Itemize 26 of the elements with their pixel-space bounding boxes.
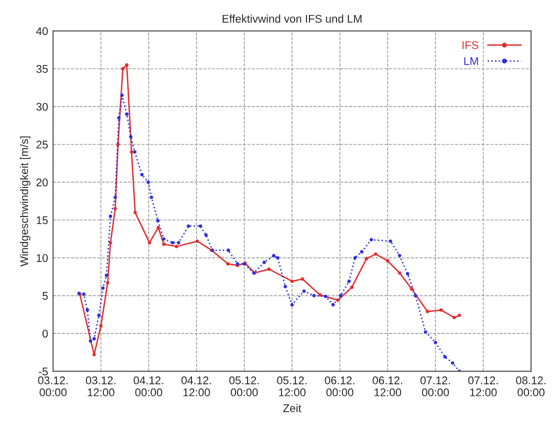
legend-label: LM bbox=[464, 57, 478, 65]
x-tick-label: 03.12. 00:00 bbox=[38, 376, 68, 396]
y-tick-label: 15 bbox=[36, 216, 48, 224]
x-tick-label: 06.12. 00:00 bbox=[324, 376, 354, 396]
x-tick-label: 07.12. 12:00 bbox=[468, 376, 498, 396]
x-tick-label: 06.12. 12:00 bbox=[372, 376, 402, 396]
y-tick-label: 30 bbox=[36, 102, 48, 111]
y-tick-label: 5 bbox=[42, 292, 48, 300]
y-tick-label: 0 bbox=[42, 330, 48, 338]
chart-title: Effektivwind von IFS und LM bbox=[222, 14, 362, 23]
y-axis-title: Windgeschwindigkeit [m/s] bbox=[20, 136, 30, 267]
y-tick-label: 25 bbox=[36, 140, 48, 149]
y-tick-label: 35 bbox=[36, 65, 48, 73]
x-tick-label: 03.12. 12:00 bbox=[86, 376, 116, 396]
x-tick-label: 04.12. 00:00 bbox=[134, 376, 164, 396]
y-tick-label: 40 bbox=[36, 27, 48, 36]
y-tick-label: -5 bbox=[38, 368, 48, 376]
y-tick-label: 10 bbox=[36, 254, 48, 262]
x-axis-title: Zeit bbox=[283, 404, 302, 412]
x-tick-label: 05.12. 12:00 bbox=[277, 376, 307, 396]
x-tick-label: 04.12. 12:00 bbox=[181, 376, 211, 396]
x-tick-label: 08.12. 00:00 bbox=[516, 376, 546, 396]
y-tick-label: 20 bbox=[36, 178, 48, 186]
legend-label: IFS bbox=[462, 41, 478, 50]
x-tick-label: 05.12. 00:00 bbox=[229, 376, 259, 396]
x-tick-label: 07.12. 00:00 bbox=[420, 376, 450, 396]
